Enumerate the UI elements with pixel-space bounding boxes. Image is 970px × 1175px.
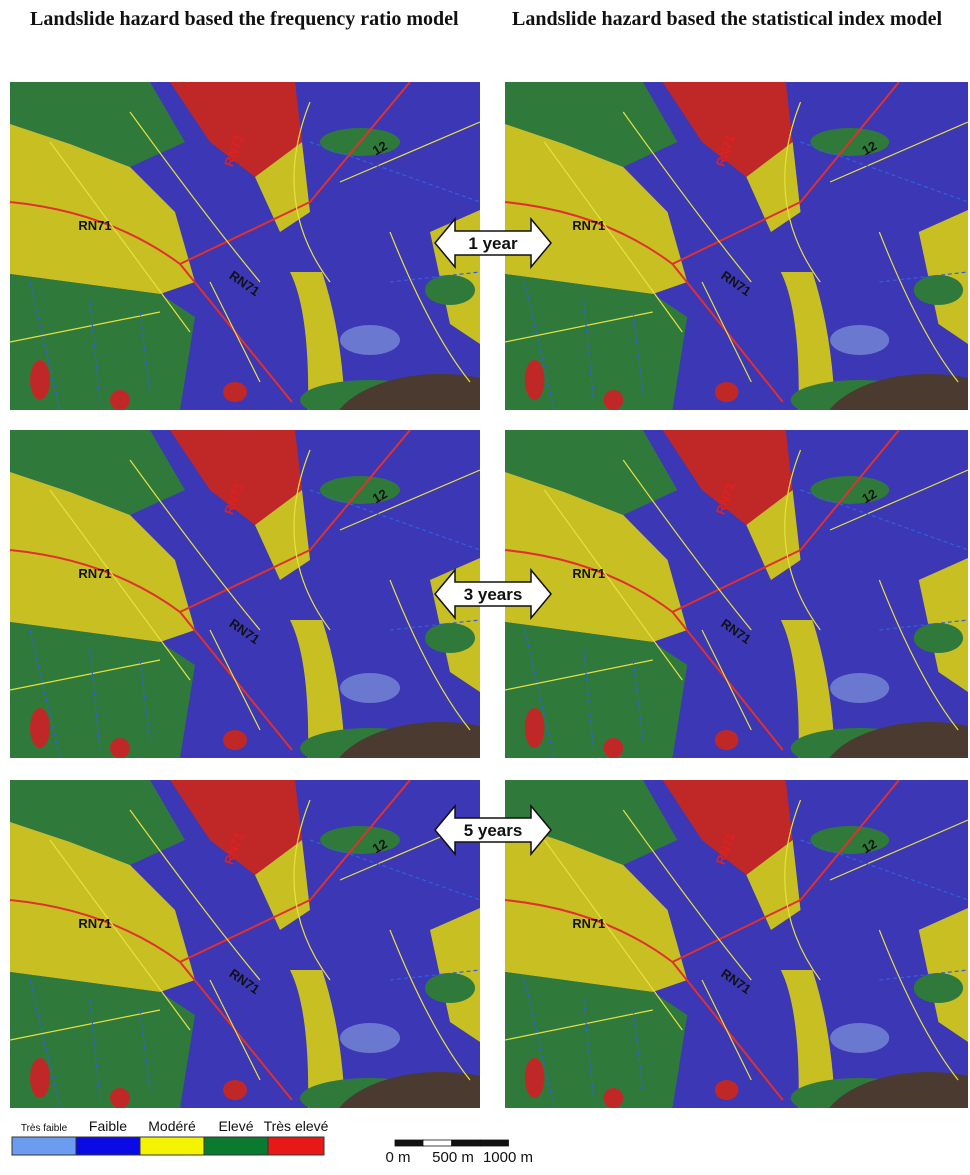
scale-segment [480,1140,509,1146]
legend-label: Très faible [21,1123,68,1134]
figure: RN71RN71RN7112RN71RN71RN71121 yearRN71RN… [0,0,970,1175]
period-label: 3 years [464,585,523,604]
road-label: RN71 [572,218,605,233]
scale-label: 1000 m [483,1149,533,1166]
scale-segment [423,1140,452,1146]
road-label: RN71 [572,566,605,581]
period-label: 5 years [464,821,523,840]
page: Landslide hazard based the frequency rat… [0,0,970,1175]
road-label: RN71 [572,916,605,931]
legend-label: Très elevé [264,1118,329,1134]
legend-label: Elevé [218,1118,253,1134]
scale-segment [452,1140,481,1146]
road-label: RN71 [78,566,111,581]
legend-swatch [140,1137,204,1155]
road-label: RN71 [78,218,111,233]
legend-swatch [204,1137,268,1155]
scale-label: 500 m [432,1149,474,1166]
legend-swatch [268,1137,324,1155]
scale-label: 0 m [385,1149,410,1166]
period-label: 1 year [468,234,518,253]
legend-label: Modéré [148,1118,196,1134]
road-label: RN71 [78,916,111,931]
legend-swatch [12,1137,76,1155]
scale-segment [395,1140,424,1146]
legend-swatch [76,1137,140,1155]
legend-label: Faible [89,1118,127,1134]
